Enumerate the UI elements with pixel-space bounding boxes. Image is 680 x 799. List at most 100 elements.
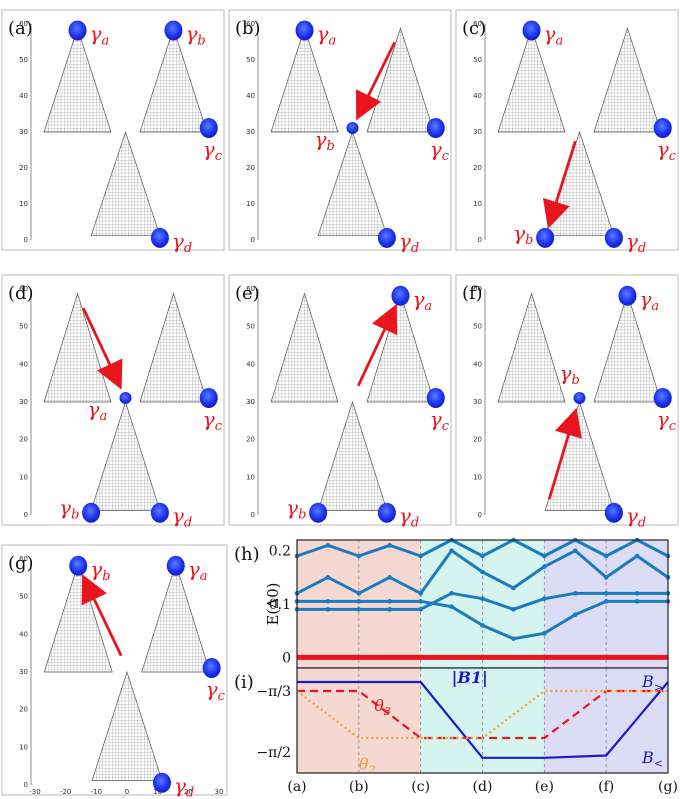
data-point (603, 575, 609, 580)
lattice-triangle-tr (139, 27, 208, 133)
braiding-arrow (356, 304, 398, 387)
lattice-triangle-bt (317, 400, 388, 511)
panel-label: (d) (8, 283, 34, 304)
y-tick-label: −π/2 (256, 745, 291, 761)
majorana-label: γd (399, 504, 419, 531)
majorana-mode (199, 388, 218, 408)
majorana-label: γd (172, 504, 192, 531)
majorana-mode (309, 502, 328, 523)
panel-label: (b) (235, 18, 261, 39)
data-point (449, 604, 454, 609)
majorana-mode (150, 502, 169, 523)
y-tick-label: 60 (19, 555, 28, 563)
data-point (603, 553, 609, 559)
data-point (480, 596, 485, 601)
y-axis-label: E(Δ0) (264, 582, 282, 625)
majorana-mode (391, 285, 410, 306)
braiding-arrow (81, 574, 123, 657)
panel-g: 0 10 20 30 40 50 60 -30 -20 -10 0 10 20 30 γb γa γc γd (g) (1, 544, 228, 799)
y-tick-label: 10 (19, 473, 28, 481)
data-point (572, 591, 578, 596)
panel-label: (c) (462, 18, 486, 39)
y-tick-label: 30 (19, 398, 28, 406)
data-point (387, 599, 393, 604)
x-tick-label: (d) (473, 779, 493, 795)
y-tick-label: 50 (246, 323, 255, 331)
y-tick-label: −π/3 (256, 684, 291, 700)
y-tick-label: 0.1 (269, 597, 291, 613)
majorana-mode (653, 388, 672, 408)
b-field-label: B< (641, 748, 663, 770)
y-tick-label: 10 (473, 200, 482, 208)
lattice-triangle-tl (270, 27, 339, 133)
majorana-label: γb (286, 496, 306, 523)
y-tick-label: 60 (473, 285, 482, 293)
x-tick-label: 10 (153, 788, 162, 796)
panel-a: 0 10 20 30 40 50 60 γa γb γc γd (a) (1, 9, 225, 256)
y-tick-label: 30 (19, 668, 28, 676)
y-tick-label: 10 (246, 473, 255, 481)
majorana-mode (202, 658, 221, 678)
data-point (356, 607, 362, 612)
panel-label: (e) (235, 283, 260, 304)
data-point (418, 591, 423, 596)
majorana-mode (653, 118, 672, 138)
majorana-mode (536, 227, 555, 248)
y-tick-label: 40 (246, 92, 255, 100)
panel-label: (h) (234, 544, 260, 565)
data-point (325, 543, 331, 548)
y-tick-label: 30 (473, 128, 482, 136)
data-point (449, 591, 454, 596)
lattice-triangle-bt (90, 130, 161, 237)
panel-label: (f) (462, 283, 483, 304)
majorana-mode (604, 502, 623, 523)
data-point (325, 599, 331, 604)
majorana-label: γb (90, 557, 110, 584)
data-point (480, 553, 485, 559)
phase-region (420, 668, 545, 773)
lattice-triangle-bt (317, 130, 388, 237)
data-point (356, 591, 362, 596)
majorana-label: γb (59, 496, 79, 523)
data-point (418, 553, 423, 559)
x-tick-label: (b) (349, 779, 369, 795)
majorana-mode (426, 118, 445, 138)
y-tick-label: 0 (478, 236, 482, 244)
y-tick-label: 0 (24, 236, 28, 244)
panel-c: 0 10 20 30 40 50 60 γa γb γc γd (c) (455, 9, 679, 256)
majorana-label: γd (626, 229, 646, 256)
majorana-label: γc (203, 407, 223, 434)
majorana-mode (346, 122, 359, 134)
majorana-label: γa (412, 287, 432, 314)
y-tick-label: 10 (19, 743, 28, 751)
y-tick-label: 0 (24, 781, 28, 789)
y-tick-label: 0 (24, 511, 28, 519)
majorana-mode (166, 555, 185, 576)
majorana-label: γc (657, 137, 677, 164)
y-tick-label: 0 (251, 236, 255, 244)
panel-d: 0 10 20 30 40 50 60 γa γb γc γd (d) (1, 274, 225, 531)
data-point (572, 612, 578, 617)
y-tick-label: 60 (246, 285, 255, 293)
lattice-triangle-tr (366, 292, 435, 403)
majorana-mode (573, 392, 586, 404)
y-tick-label: 10 (473, 473, 482, 481)
braiding-arrow (547, 407, 582, 500)
y-tick-label: 40 (19, 92, 28, 100)
majorana-mode (150, 227, 169, 248)
y-tick-label: 40 (19, 630, 28, 638)
lattice-triangle-tl (43, 27, 112, 133)
panel-label: (g) (8, 553, 34, 574)
lattice-triangle-bt (90, 400, 161, 511)
data-point (387, 607, 393, 612)
y-tick-label: 40 (246, 360, 255, 368)
y-tick-label: 0 (282, 650, 291, 666)
majorana-mode (119, 392, 132, 404)
majorana-label: γc (657, 407, 677, 434)
majorana-mode (295, 20, 314, 41)
majorana-mode (68, 20, 87, 41)
y-tick-label: 60 (19, 20, 28, 28)
x-tick-label: (g) (658, 779, 678, 795)
panel-e: 0 10 20 30 40 50 60 γa γb γc γd (e) (228, 274, 452, 531)
